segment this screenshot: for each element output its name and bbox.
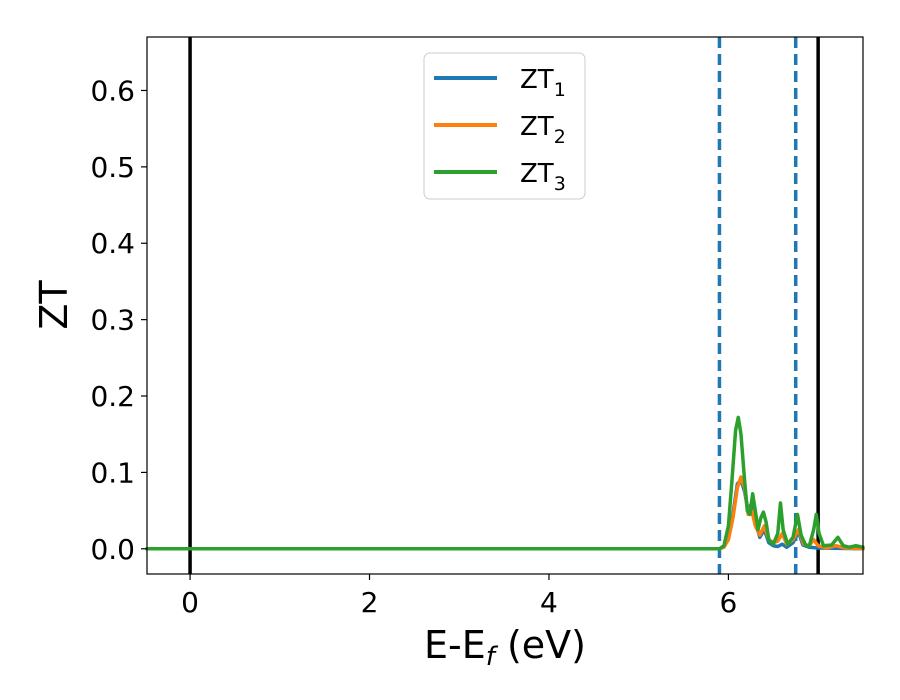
reference-lines bbox=[188, 37, 820, 574]
y-tick-label: 0.6 bbox=[90, 74, 135, 107]
x-axis-label: E-Ef (eV) bbox=[424, 623, 586, 672]
legend-box bbox=[423, 52, 586, 200]
x-tick-label: 0 bbox=[181, 586, 199, 619]
x-tick-label: 6 bbox=[719, 586, 737, 619]
y-axis-ticks: 0.0 0.1 0.2 0.3 0.4 0.5 0.6 bbox=[90, 74, 147, 566]
y-tick-label: 0.1 bbox=[90, 456, 135, 489]
x-axis-label-suffix: (eV) bbox=[495, 623, 586, 667]
x-tick-label: 2 bbox=[361, 586, 379, 619]
plot-frame bbox=[146, 36, 864, 575]
y-tick-label: 0.4 bbox=[90, 227, 135, 260]
y-tick-label: 0.2 bbox=[90, 380, 135, 413]
x-tick-label: 4 bbox=[540, 586, 558, 619]
legend-label-3: ZT3 bbox=[520, 159, 566, 195]
x-axis-ticks: 0 2 4 6 bbox=[181, 574, 737, 619]
x-axis-label-main: E-E bbox=[424, 623, 486, 667]
legend-label-2: ZT2 bbox=[520, 112, 566, 148]
y-tick-label: 0.5 bbox=[90, 151, 135, 184]
legend: ZT1 ZT2 ZT3 bbox=[423, 52, 586, 200]
series-lines bbox=[145, 415, 865, 551]
y-tick-label: 0.3 bbox=[90, 304, 135, 337]
y-tick-label: 0.0 bbox=[90, 533, 135, 566]
legend-label-1: ZT1 bbox=[520, 65, 566, 101]
y-axis-label: ZT bbox=[32, 280, 76, 330]
series-line-3 bbox=[145, 415, 865, 551]
